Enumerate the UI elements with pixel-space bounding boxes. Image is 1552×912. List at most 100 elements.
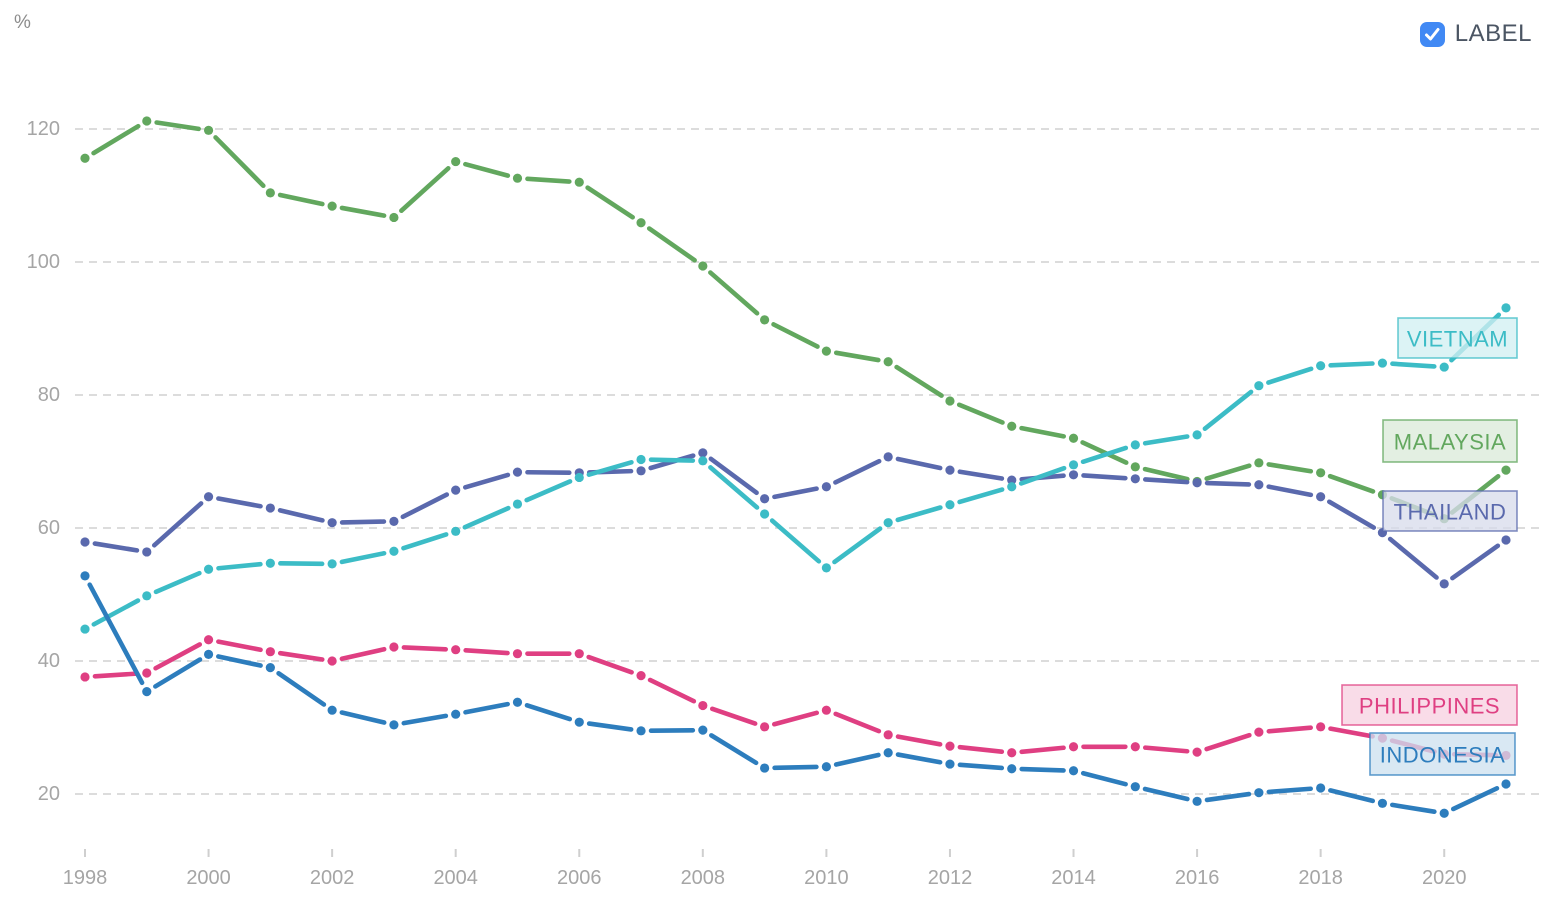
indonesia-point-2000[interactable]	[203, 649, 214, 659]
philippines-point-2004[interactable]	[451, 645, 461, 655]
thailand-point-2014[interactable]	[1068, 470, 1079, 480]
malaysia-point-2001[interactable]	[265, 188, 275, 198]
thailand-point-2004[interactable]	[451, 485, 461, 495]
vietnam-point-2020[interactable]	[1439, 362, 1449, 372]
philippines-point-2016[interactable]	[1192, 747, 1202, 757]
indonesia-point-2018[interactable]	[1316, 783, 1326, 793]
philippines-point-2000[interactable]	[203, 635, 214, 645]
vietnam-point-2001[interactable]	[265, 558, 275, 568]
malaysia-point-2021[interactable]	[1501, 465, 1511, 475]
thailand-point-2018[interactable]	[1316, 492, 1326, 502]
malaysia-point-2014[interactable]	[1068, 433, 1079, 443]
malaysia-point-2010[interactable]	[821, 346, 831, 356]
vietnam-point-2007[interactable]	[636, 454, 646, 465]
malaysia-point-2017[interactable]	[1254, 458, 1264, 468]
vietnam-point-2012[interactable]	[945, 500, 955, 510]
indonesia-point-2020[interactable]	[1439, 808, 1449, 818]
vietnam-point-2002[interactable]	[327, 559, 337, 569]
vietnam-point-2006[interactable]	[574, 472, 584, 483]
philippines-point-2001[interactable]	[265, 647, 275, 657]
vietnam-point-2013[interactable]	[1007, 482, 1017, 492]
thailand-point-2007[interactable]	[636, 466, 646, 476]
malaysia-point-1998[interactable]	[80, 153, 90, 163]
indonesia-point-2014[interactable]	[1068, 766, 1079, 776]
philippines-point-1999[interactable]	[142, 668, 152, 678]
vietnam-point-2004[interactable]	[451, 526, 461, 536]
indonesia-point-2021[interactable]	[1501, 779, 1511, 789]
malaysia-point-2009[interactable]	[760, 315, 770, 325]
vietnam-point-2003[interactable]	[389, 546, 399, 556]
indonesia-point-2001[interactable]	[265, 663, 275, 673]
thailand-point-2002[interactable]	[327, 518, 337, 528]
malaysia-point-2011[interactable]	[883, 357, 893, 367]
malaysia-point-2005[interactable]	[512, 173, 523, 183]
thailand-point-2017[interactable]	[1254, 480, 1264, 490]
malaysia-point-2013[interactable]	[1007, 421, 1017, 431]
philippines-point-2012[interactable]	[945, 741, 955, 751]
malaysia-point-2003[interactable]	[389, 212, 399, 223]
vietnam-point-2019[interactable]	[1377, 358, 1388, 368]
label-toggle[interactable]: LABEL	[1419, 20, 1532, 48]
indonesia-point-2013[interactable]	[1007, 764, 1017, 774]
indonesia-point-2007[interactable]	[636, 726, 646, 736]
thailand-point-2011[interactable]	[883, 452, 893, 462]
vietnam-point-2000[interactable]	[203, 564, 214, 574]
indonesia-point-1999[interactable]	[142, 686, 152, 697]
malaysia-point-2000[interactable]	[203, 125, 214, 135]
philippines-point-2017[interactable]	[1254, 727, 1264, 737]
philippines-point-2007[interactable]	[636, 671, 646, 681]
vietnam-point-2015[interactable]	[1130, 440, 1140, 450]
philippines-point-2010[interactable]	[821, 705, 831, 715]
label-checkbox[interactable]	[1419, 21, 1445, 47]
malaysia-point-2004[interactable]	[451, 156, 461, 167]
malaysia-point-2006[interactable]	[574, 177, 584, 187]
vietnam-point-2021[interactable]	[1501, 303, 1511, 313]
thailand-point-2005[interactable]	[512, 467, 523, 477]
indonesia-point-2005[interactable]	[512, 697, 523, 707]
indonesia-point-2019[interactable]	[1377, 798, 1388, 808]
thailand-point-2008[interactable]	[698, 448, 708, 458]
thailand-point-2003[interactable]	[389, 516, 399, 526]
philippines-point-2005[interactable]	[512, 649, 523, 659]
thailand-point-2000[interactable]	[203, 492, 214, 502]
indonesia-point-2010[interactable]	[821, 762, 831, 772]
philippines-point-2002[interactable]	[327, 656, 337, 666]
vietnam-point-2009[interactable]	[760, 509, 770, 519]
indonesia-point-2016[interactable]	[1192, 796, 1202, 806]
indonesia-point-2011[interactable]	[883, 748, 893, 758]
vietnam-point-1998[interactable]	[80, 624, 90, 634]
philippines-point-2006[interactable]	[574, 649, 584, 659]
malaysia-point-2007[interactable]	[636, 218, 646, 228]
vietnam-point-2005[interactable]	[512, 499, 523, 509]
philippines-point-2013[interactable]	[1007, 748, 1017, 758]
indonesia-point-2004[interactable]	[451, 709, 461, 719]
indonesia-point-2008[interactable]	[698, 725, 708, 735]
thailand-point-2010[interactable]	[821, 482, 831, 492]
vietnam-point-1999[interactable]	[142, 591, 152, 601]
indonesia-point-2015[interactable]	[1130, 782, 1140, 792]
indonesia-point-2006[interactable]	[574, 717, 584, 727]
indonesia-point-1998[interactable]	[80, 571, 90, 581]
malaysia-point-2012[interactable]	[945, 396, 955, 406]
malaysia-point-2015[interactable]	[1130, 462, 1140, 472]
philippines-point-2018[interactable]	[1316, 722, 1326, 732]
philippines-point-2009[interactable]	[760, 722, 770, 732]
philippines-point-2003[interactable]	[389, 642, 399, 652]
thailand-point-2016[interactable]	[1192, 478, 1202, 488]
indonesia-point-2012[interactable]	[945, 759, 955, 769]
philippines-point-2011[interactable]	[883, 730, 893, 740]
philippines-point-2008[interactable]	[698, 700, 708, 711]
vietnam-point-2017[interactable]	[1254, 381, 1264, 391]
thailand-point-1999[interactable]	[142, 547, 152, 557]
thailand-point-2020[interactable]	[1439, 579, 1449, 589]
malaysia-point-2018[interactable]	[1316, 468, 1326, 478]
philippines-point-2014[interactable]	[1068, 742, 1079, 752]
philippines-point-1998[interactable]	[80, 672, 90, 682]
indonesia-point-2003[interactable]	[389, 720, 399, 730]
thailand-point-2001[interactable]	[265, 503, 275, 513]
thailand-point-2021[interactable]	[1501, 535, 1511, 545]
malaysia-point-2008[interactable]	[698, 261, 708, 271]
thailand-point-2009[interactable]	[760, 494, 770, 504]
thailand-point-2015[interactable]	[1130, 474, 1140, 484]
philippines-point-2015[interactable]	[1130, 742, 1140, 752]
